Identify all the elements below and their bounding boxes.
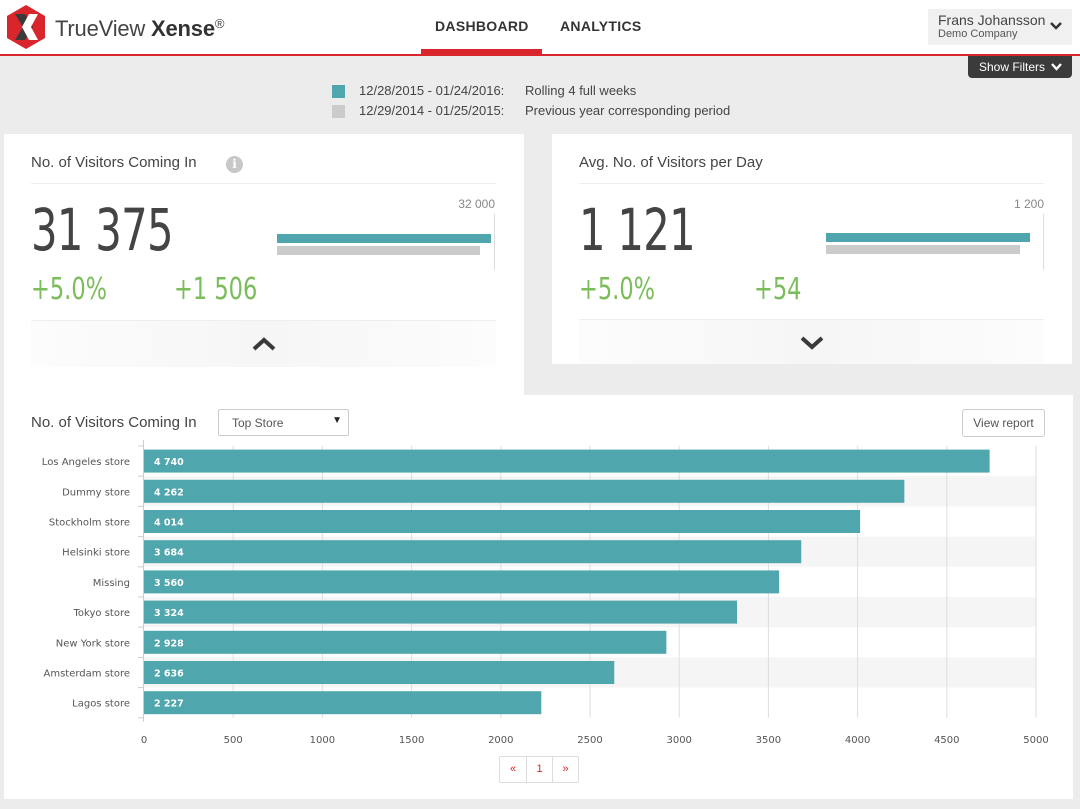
show-filters-label: Show Filters bbox=[979, 60, 1046, 74]
show-filters-button[interactable]: Show Filters bbox=[968, 56, 1072, 78]
category-label: Tokyo store bbox=[73, 608, 130, 619]
kpi-title: No. of Visitors Coming In bbox=[31, 154, 197, 171]
user-name: Frans Johansson bbox=[938, 12, 1046, 28]
bar bbox=[144, 510, 861, 533]
bar bbox=[144, 691, 542, 715]
x-tick-label: 3000 bbox=[666, 735, 691, 745]
category-label: Missing bbox=[93, 578, 130, 589]
bar-value-label: 2 928 bbox=[154, 638, 184, 649]
tab-analytics[interactable]: ANALYTICS bbox=[560, 18, 642, 34]
user-company: Demo Company bbox=[938, 28, 1018, 40]
legend-label: Rolling 4 full weeks bbox=[525, 83, 637, 98]
x-tick-label: 1000 bbox=[310, 735, 335, 745]
tab-dashboard[interactable]: DASHBOARD bbox=[435, 18, 529, 34]
user-menu[interactable]: Frans Johansson Demo Company bbox=[928, 9, 1072, 45]
x-tick-label: 1500 bbox=[399, 735, 424, 745]
expand-toggle[interactable] bbox=[31, 321, 496, 367]
legend-label: Previous year corresponding period bbox=[525, 103, 731, 118]
bar-value-label: 2 636 bbox=[154, 669, 184, 680]
select-value: Top Store bbox=[232, 416, 284, 430]
kpi-card-avg-visitors: Avg. No. of Visitors per Day 1 121 +5.0%… bbox=[552, 134, 1072, 364]
kpi-title: Avg. No. of Visitors per Day bbox=[579, 154, 763, 171]
kpi-scale-max: 1 200 bbox=[1013, 197, 1044, 211]
category-label: Stockholm store bbox=[49, 518, 130, 529]
bar bbox=[144, 630, 667, 654]
visitors-by-store-card: No. of Visitors Coming In Top Store ▼ Vi… bbox=[4, 395, 1073, 799]
dropdown-arrow-icon: ▼ bbox=[332, 415, 342, 426]
trueview-logo-icon[interactable] bbox=[4, 4, 48, 50]
legend-swatch-current bbox=[332, 85, 345, 98]
x-tick-label: 3500 bbox=[756, 735, 781, 745]
bar bbox=[144, 449, 990, 473]
x-tick-label: 4500 bbox=[934, 735, 959, 745]
pagination-page-1[interactable]: 1 bbox=[526, 757, 552, 782]
kpi-scale-axis bbox=[494, 214, 495, 270]
kpi-delta-absolute: +54 bbox=[754, 272, 802, 307]
legend-date-range: 12/28/2015 - 01/24/2016: bbox=[359, 83, 505, 98]
bar-value-label: 3 560 bbox=[154, 578, 184, 589]
chart-title: No. of Visitors Coming In bbox=[31, 414, 197, 431]
bar-value-label: 4 740 bbox=[154, 457, 184, 468]
x-tick-label: 5000 bbox=[1023, 735, 1048, 745]
kpi-delta-absolute: +1 506 bbox=[174, 272, 258, 307]
bar bbox=[144, 600, 738, 624]
divider bbox=[31, 320, 496, 321]
x-tick-label: 0 bbox=[141, 735, 147, 745]
kpi-delta-percent: +5.0% bbox=[31, 272, 108, 307]
bar-value-label: 2 227 bbox=[154, 699, 184, 710]
kpi-scale-max: 32 000 bbox=[458, 197, 495, 211]
kpi-bar-previous bbox=[277, 246, 480, 255]
category-label: Dummy store bbox=[62, 487, 130, 498]
expand-toggle[interactable] bbox=[579, 320, 1044, 364]
bar-value-label: 3 324 bbox=[154, 608, 184, 619]
category-label: Los Angeles store bbox=[42, 457, 130, 468]
kpi-bar-previous bbox=[826, 245, 1020, 254]
kpi-value: 1 121 bbox=[579, 196, 696, 264]
x-tick-label: 500 bbox=[224, 735, 243, 745]
bar bbox=[144, 540, 802, 564]
store-filter-select[interactable]: Top Store ▼ bbox=[218, 409, 349, 436]
bar bbox=[144, 570, 780, 594]
legend-swatch-previous bbox=[332, 105, 345, 118]
brand-name: TrueView Xense® bbox=[55, 16, 225, 41]
kpi-bar-current bbox=[277, 234, 491, 243]
view-report-button[interactable]: View report bbox=[962, 409, 1045, 437]
pagination: « 1 » bbox=[499, 756, 579, 783]
category-label: Helsinki store bbox=[62, 548, 130, 559]
bar-chart: Los Angeles store 4 740 Dummy store 4 262 St… bbox=[42, 440, 1049, 745]
legend-date-range: 12/29/2014 - 01/25/2015: bbox=[359, 103, 505, 118]
category-label: New York store bbox=[56, 638, 130, 649]
divider bbox=[31, 183, 496, 184]
x-tick-label: 2000 bbox=[488, 735, 513, 745]
bar bbox=[144, 479, 905, 503]
bar-value-label: 4 262 bbox=[154, 487, 184, 498]
kpi-value: 31 375 bbox=[31, 196, 174, 264]
pagination-prev[interactable]: « bbox=[509, 763, 517, 775]
divider bbox=[579, 319, 1044, 320]
kpi-delta-percent: +5.0% bbox=[579, 272, 656, 307]
info-icon[interactable]: i bbox=[226, 156, 243, 173]
chevron-down-icon[interactable] bbox=[800, 335, 824, 351]
top-header: TrueView Xense® DASHBOARD ANALYTICS Fran… bbox=[0, 0, 1080, 56]
active-tab-indicator bbox=[421, 49, 542, 55]
divider bbox=[579, 183, 1044, 184]
x-tick-label: 4000 bbox=[845, 735, 870, 745]
kpi-scale-axis bbox=[1043, 214, 1044, 270]
category-label: Amsterdam store bbox=[44, 669, 131, 680]
chevron-down-icon[interactable] bbox=[1050, 21, 1062, 31]
chevron-down-icon bbox=[1051, 63, 1062, 71]
bar-value-label: 4 014 bbox=[154, 518, 184, 529]
kpi-card-visitors: No. of Visitors Coming In i 31 375 +5.0%… bbox=[4, 134, 524, 396]
x-tick-label: 2500 bbox=[577, 735, 602, 745]
bar bbox=[144, 661, 615, 684]
category-label: Lagos store bbox=[72, 699, 130, 710]
kpi-bar-current bbox=[826, 233, 1030, 242]
chevron-up-icon[interactable] bbox=[252, 336, 276, 352]
pagination-next[interactable]: » bbox=[552, 757, 578, 782]
bar-value-label: 3 684 bbox=[154, 548, 184, 559]
